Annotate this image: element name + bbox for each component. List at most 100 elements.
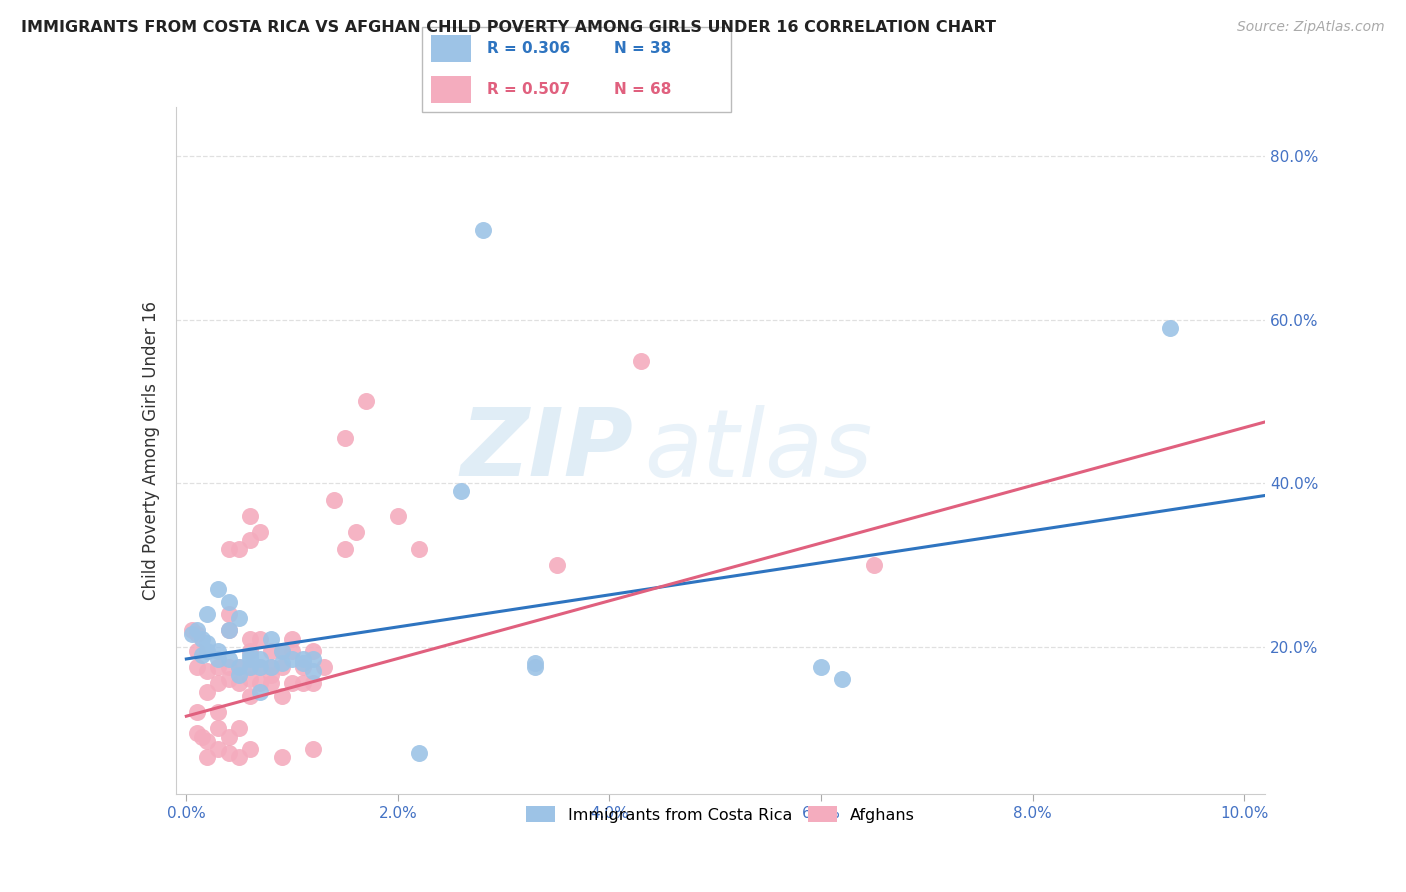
Point [344, 525, 367, 540]
Point [197, 607, 219, 621]
Point [291, 652, 314, 666]
Point [471, 222, 494, 236]
Point [302, 664, 325, 678]
Y-axis label: Child Poverty Among Girls Under 16: Child Poverty Among Girls Under 16 [142, 301, 160, 600]
Point [281, 644, 304, 658]
Point [302, 644, 325, 658]
Point [239, 644, 262, 658]
Text: R = 0.306: R = 0.306 [486, 41, 569, 56]
Point [260, 676, 283, 690]
Point [228, 750, 250, 764]
Point [302, 652, 325, 666]
Point [239, 660, 262, 674]
Point [186, 624, 208, 638]
Point [333, 431, 356, 445]
Point [186, 644, 208, 658]
Point [228, 722, 250, 736]
Point [239, 533, 262, 548]
Point [249, 632, 271, 646]
Point [630, 353, 652, 368]
Point [281, 632, 304, 646]
Point [260, 668, 283, 682]
Point [831, 673, 853, 687]
Point [239, 508, 262, 523]
Point [333, 541, 356, 556]
Point [546, 558, 568, 572]
Point [239, 689, 262, 703]
FancyBboxPatch shape [432, 36, 471, 62]
Point [207, 652, 229, 666]
Point [239, 742, 262, 756]
Point [180, 624, 202, 638]
Point [249, 525, 271, 540]
Point [186, 627, 208, 641]
Point [218, 673, 240, 687]
Point [810, 660, 832, 674]
Point [249, 652, 271, 666]
Point [207, 676, 229, 690]
Point [281, 652, 304, 666]
Point [228, 668, 250, 682]
Point [524, 656, 547, 670]
Point [270, 656, 292, 670]
Point [207, 644, 229, 658]
Point [408, 746, 430, 760]
Point [239, 652, 262, 666]
Point [270, 750, 292, 764]
Point [197, 684, 219, 698]
Point [249, 660, 271, 674]
Point [249, 676, 271, 690]
Point [218, 541, 240, 556]
Point [197, 733, 219, 747]
Point [291, 656, 314, 670]
Point [302, 742, 325, 756]
Point [302, 676, 325, 690]
Point [450, 484, 472, 499]
Point [218, 660, 240, 674]
Point [218, 607, 240, 621]
Point [207, 582, 229, 597]
Point [207, 722, 229, 736]
Point [197, 644, 219, 658]
Text: Source: ZipAtlas.com: Source: ZipAtlas.com [1237, 20, 1385, 34]
Point [249, 660, 271, 674]
Point [191, 730, 214, 744]
Point [218, 746, 240, 760]
FancyBboxPatch shape [422, 27, 731, 112]
Point [270, 689, 292, 703]
Point [260, 660, 283, 674]
Point [249, 684, 271, 698]
Point [191, 632, 214, 646]
Point [218, 624, 240, 638]
Legend: Immigrants from Costa Rica, Afghans: Immigrants from Costa Rica, Afghans [519, 798, 922, 830]
Point [312, 660, 335, 674]
Point [323, 492, 346, 507]
Point [1159, 320, 1181, 334]
Point [408, 541, 430, 556]
Point [228, 660, 250, 674]
Point [197, 635, 219, 649]
Point [218, 652, 240, 666]
Text: atlas: atlas [644, 405, 873, 496]
Point [270, 644, 292, 658]
FancyBboxPatch shape [432, 76, 471, 103]
Point [524, 660, 547, 674]
Point [228, 676, 250, 690]
Point [387, 508, 409, 523]
Point [228, 541, 250, 556]
Point [239, 660, 262, 674]
Point [291, 676, 314, 690]
Point [186, 660, 208, 674]
Point [191, 648, 214, 662]
Point [239, 648, 262, 662]
Point [207, 705, 229, 719]
Point [239, 673, 262, 687]
Point [218, 624, 240, 638]
Text: N = 68: N = 68 [613, 82, 671, 97]
Point [291, 660, 314, 674]
Point [239, 632, 262, 646]
Text: N = 38: N = 38 [613, 41, 671, 56]
Point [260, 644, 283, 658]
Point [218, 595, 240, 609]
Text: IMMIGRANTS FROM COSTA RICA VS AFGHAN CHILD POVERTY AMONG GIRLS UNDER 16 CORRELAT: IMMIGRANTS FROM COSTA RICA VS AFGHAN CHI… [21, 20, 995, 35]
